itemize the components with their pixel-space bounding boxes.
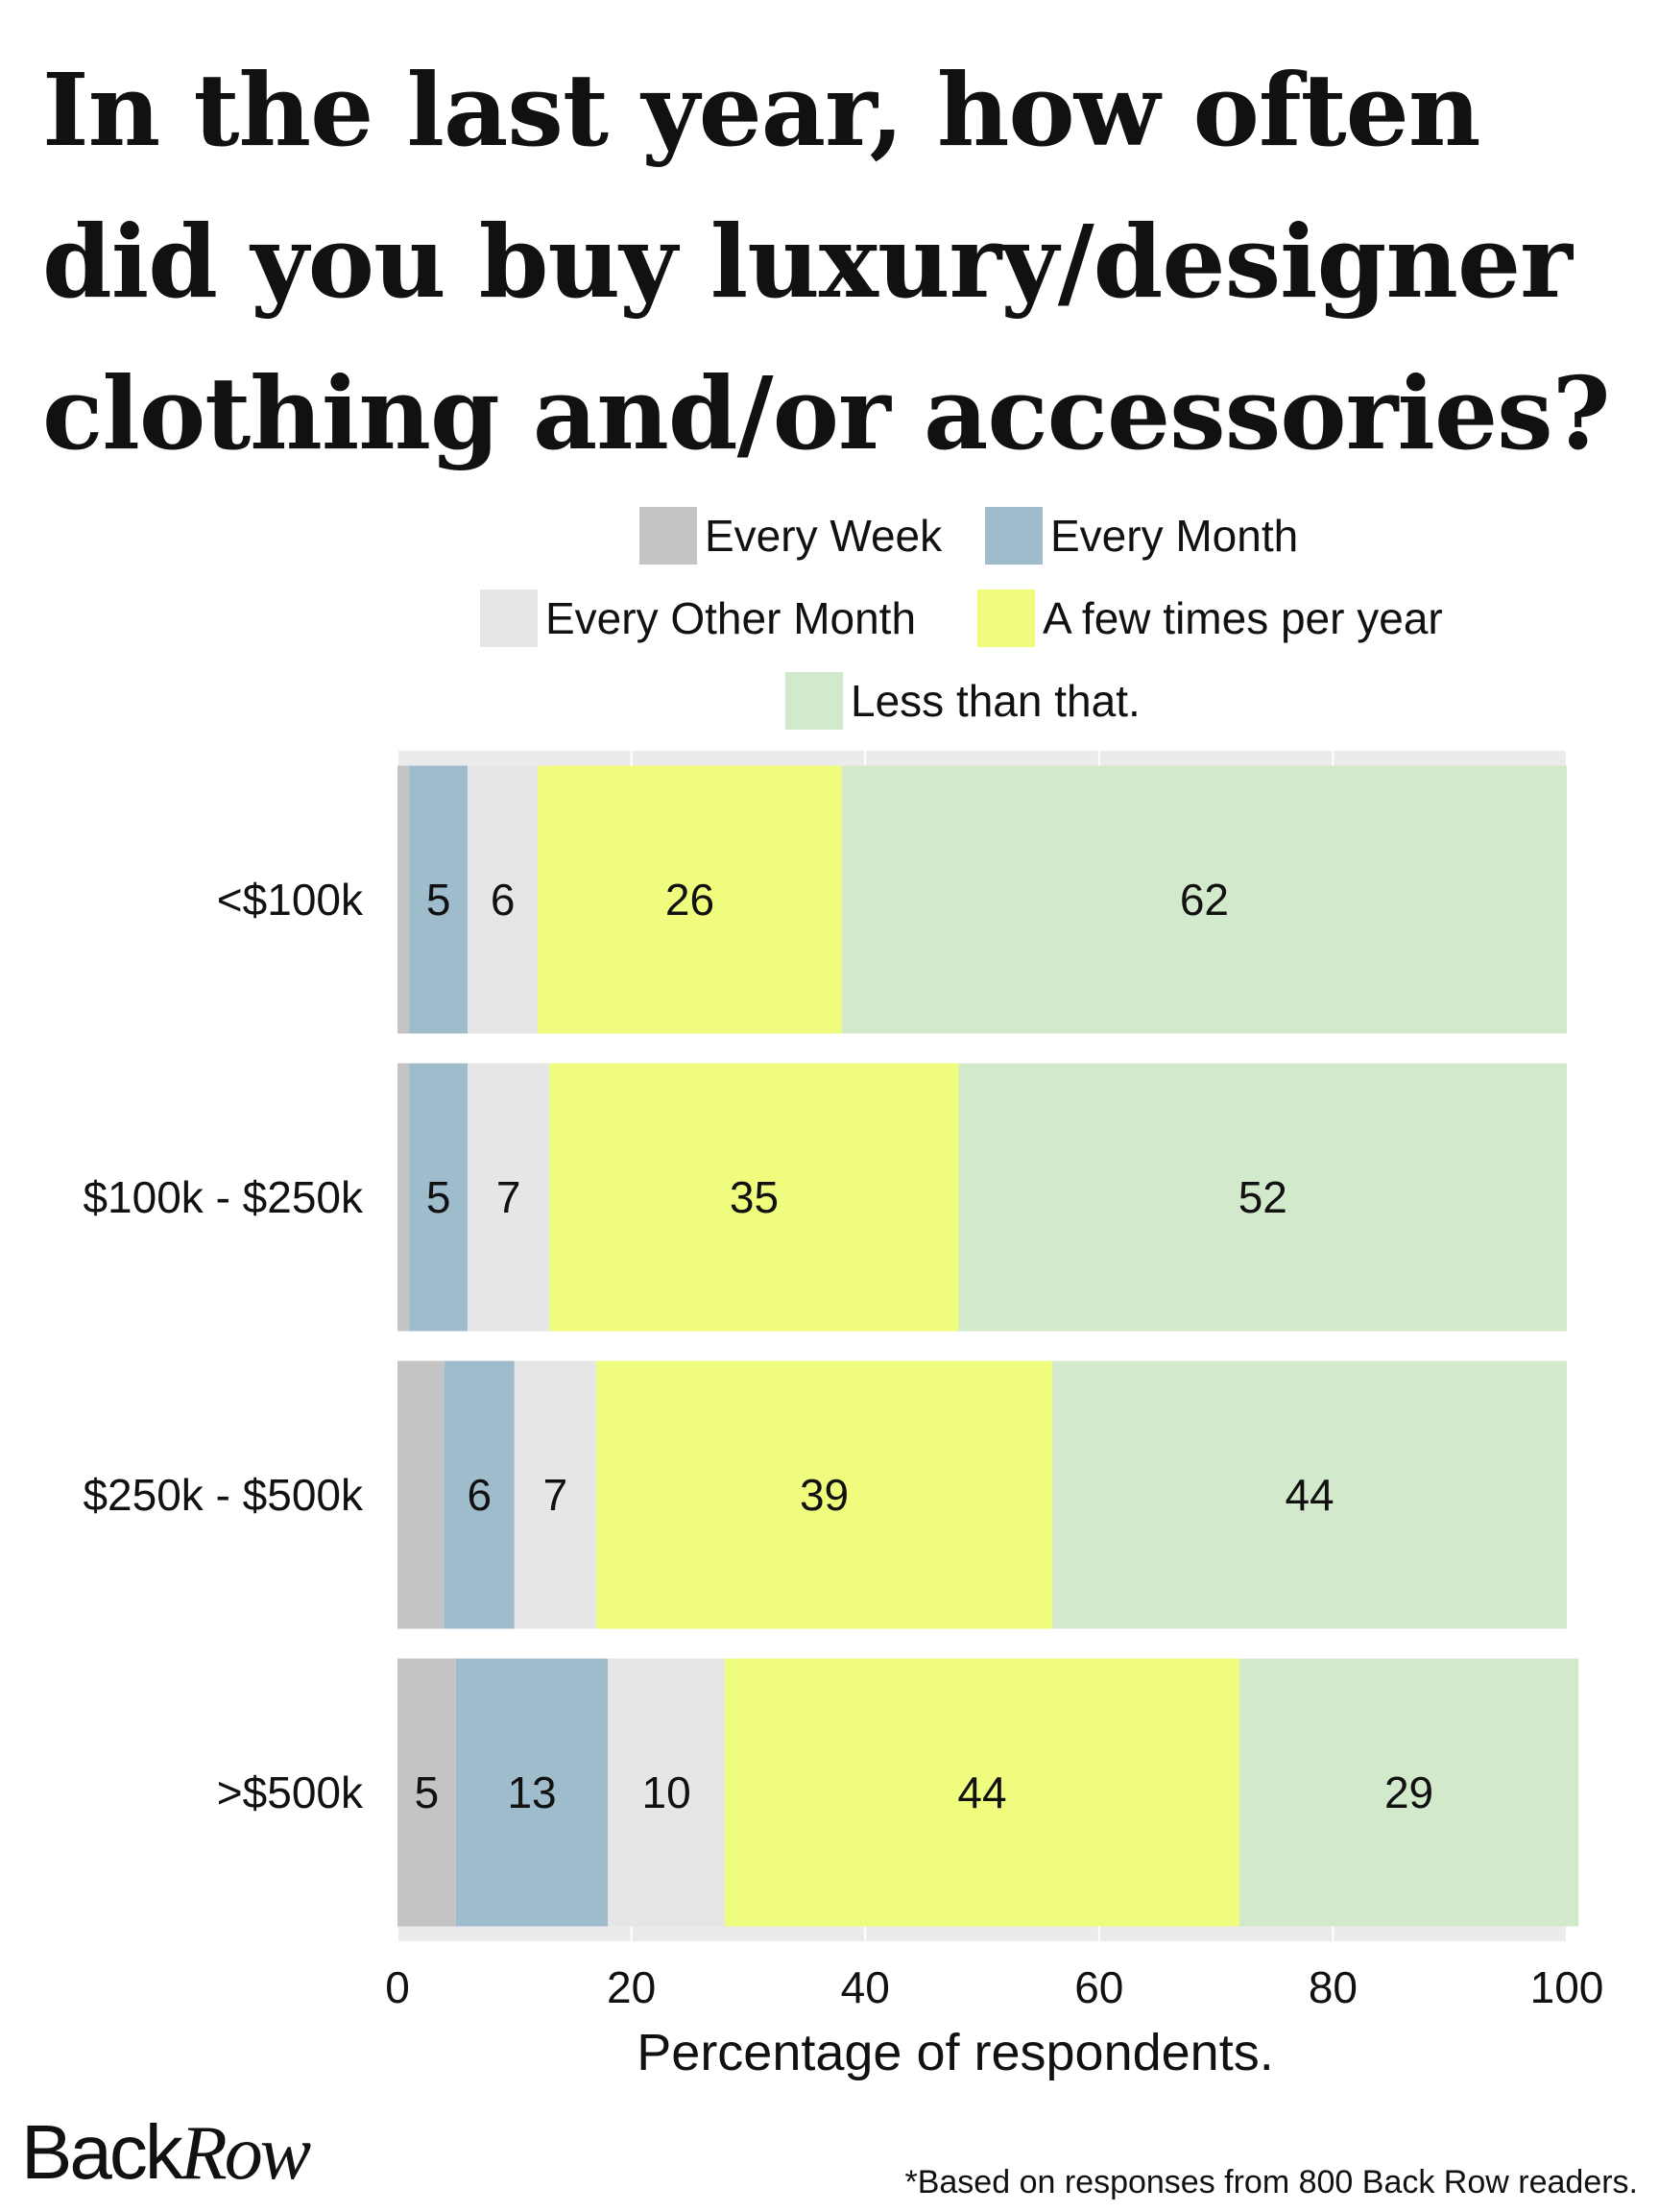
- legend-label-every-other-month: Every Other Month: [545, 593, 917, 643]
- legend-swatch-few-times-per-year: [977, 589, 1035, 647]
- data-label: 44: [957, 1767, 1006, 1817]
- x-tick-label: 60: [1074, 1962, 1123, 2012]
- x-tick-label: 40: [841, 1962, 890, 2012]
- data-label: 7: [496, 1172, 521, 1222]
- x-tick-label: 80: [1309, 1962, 1358, 2012]
- data-label: 39: [800, 1470, 849, 1520]
- y-tick-label: $250k - $500k: [83, 1470, 364, 1520]
- bar-segment-every-other-month: [514, 1360, 597, 1629]
- legend-item-every-other-month: Every Other Month: [480, 589, 916, 647]
- x-tick-label: 20: [607, 1962, 656, 2012]
- data-label: 13: [507, 1767, 556, 1817]
- legend-label-every-month: Every Month: [1050, 511, 1299, 561]
- legend-swatch-every-month: [985, 507, 1043, 565]
- bar-separator: [397, 1628, 1567, 1659]
- bar-segment-every-other-month: [608, 1658, 726, 1927]
- chart-title: In the last year, how often did you buy …: [42, 51, 1611, 472]
- bar-segment-less-than-that: [841, 765, 1567, 1034]
- data-label: 6: [491, 875, 516, 925]
- legend-label-less-than-that: Less than that.: [851, 676, 1141, 726]
- data-label: 6: [467, 1470, 492, 1520]
- data-label: 44: [1285, 1470, 1334, 1520]
- bar-segment-a-few-times-per-year: [549, 1063, 959, 1332]
- y-tick-label: >$500k: [217, 1767, 364, 1817]
- legend-label-every-week: Every Week: [705, 511, 943, 561]
- bar-segment-every-other-month: [468, 765, 539, 1034]
- bar-segment-less-than-that: [1052, 1360, 1567, 1629]
- bar-segment-every-month: [409, 1063, 469, 1332]
- data-label: 26: [665, 875, 714, 925]
- legend-label-few-times-per-year: A few times per year: [1043, 593, 1443, 643]
- bar-segment-a-few-times-per-year: [596, 1360, 1053, 1629]
- bar-segment-every-month: [409, 765, 469, 1034]
- data-label: 7: [543, 1470, 568, 1520]
- y-tick-label: $100k - $250k: [83, 1172, 364, 1222]
- bar-segment-less-than-that: [1238, 1658, 1579, 1927]
- y-tick-label: <$100k: [217, 875, 364, 925]
- data-label: 29: [1384, 1767, 1433, 1817]
- backrow-logo: BackRow: [21, 2108, 311, 2198]
- x-axis-label: Percentage of respondents.: [637, 2024, 1273, 2081]
- bar-segment-a-few-times-per-year: [538, 765, 842, 1034]
- legend-item-less-than-that: Less than that.: [785, 672, 1141, 730]
- legend-swatch-less-than-that: [785, 672, 843, 730]
- data-label: 62: [1180, 875, 1229, 925]
- bar-separator: [397, 1033, 1567, 1064]
- logo-back-text: Back: [21, 2109, 183, 2195]
- footnote: *Based on responses from 800 Back Row re…: [904, 2164, 1638, 2200]
- bar-separator: [397, 1331, 1567, 1361]
- bar-segment-less-than-that: [958, 1063, 1567, 1332]
- data-label: 10: [642, 1767, 691, 1817]
- bar-segment-every-other-month: [468, 1063, 550, 1332]
- data-label: 52: [1238, 1172, 1287, 1222]
- legend-swatch-every-other-month: [480, 589, 538, 647]
- legend-swatch-every-week: [639, 507, 697, 565]
- data-label: 5: [426, 1172, 451, 1222]
- data-label: 35: [730, 1172, 779, 1222]
- bar-segment-every-month: [455, 1658, 609, 1927]
- logo-row-text: Row: [180, 2111, 311, 2196]
- legend-item-every-week: Every Week: [639, 507, 942, 565]
- bar-segment-every-week: [397, 1063, 410, 1332]
- bar-segment-a-few-times-per-year: [725, 1658, 1239, 1927]
- bar-segment-every-week: [397, 1658, 456, 1927]
- bar-segment-every-month: [444, 1360, 515, 1629]
- legend-item-few-times-per-year: A few times per year: [977, 589, 1443, 647]
- data-label: 5: [426, 875, 451, 925]
- data-label: 5: [415, 1767, 440, 1817]
- bar-segment-every-week: [397, 1360, 445, 1629]
- legend-item-every-month: Every Month: [985, 507, 1298, 565]
- x-tick-label: 100: [1530, 1962, 1604, 2012]
- bar-segment-every-week: [397, 765, 410, 1034]
- x-tick-label: 0: [385, 1962, 410, 2012]
